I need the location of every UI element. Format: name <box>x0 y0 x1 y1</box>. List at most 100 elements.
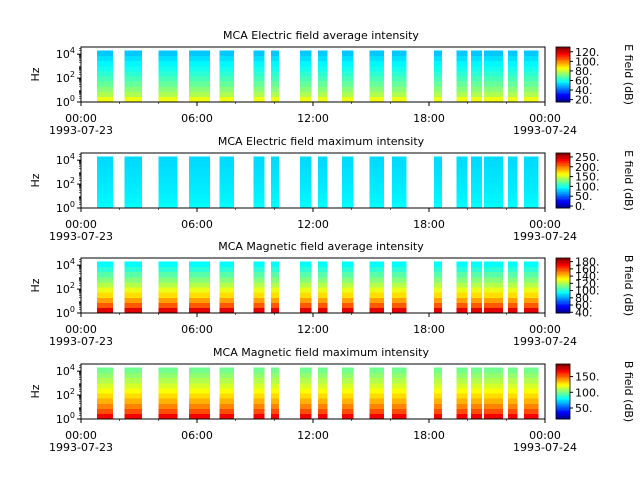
spectrogram-cell <box>188 91 210 98</box>
spectrogram-cell <box>470 377 483 384</box>
spectrogram-cell <box>433 282 442 288</box>
spectrogram-cell <box>158 266 178 273</box>
spectrogram-cell <box>391 96 407 103</box>
spectrogram-cell <box>317 182 328 188</box>
colorbar-label: E field (dB) <box>622 150 635 211</box>
spectrogram-cell <box>369 172 384 178</box>
spectrogram-cell <box>391 50 407 56</box>
colorbar-segment <box>556 307 570 310</box>
spectrogram-cell <box>470 297 483 303</box>
colorbar-segment <box>556 84 570 86</box>
spectrogram-cell <box>391 393 407 399</box>
spectrogram-cell <box>158 282 178 288</box>
spectrogram-cell <box>507 388 518 394</box>
colorbar-segment <box>556 176 570 179</box>
colorbar-segment <box>556 164 570 166</box>
spectrogram-cell <box>300 177 312 183</box>
colorbar-segment <box>556 88 570 91</box>
colorbar-segment <box>556 258 570 260</box>
spectrogram-cell <box>271 266 280 273</box>
spectrogram-cell <box>253 91 265 98</box>
colorbar-segment <box>556 278 570 281</box>
spectrogram-cell <box>342 202 354 209</box>
colorbar-segment <box>556 169 570 172</box>
spectrogram-cell <box>524 96 539 103</box>
spectrogram-cell <box>188 367 210 373</box>
spectrogram-cell <box>524 156 539 162</box>
colorbar-segment <box>556 297 570 300</box>
spectrogram-cell <box>524 261 539 267</box>
spectrogram-cell <box>124 50 143 56</box>
x-date-label-end: 1993-07-24 <box>513 335 577 348</box>
spectrogram-cell <box>271 282 280 288</box>
spectrogram-cell <box>433 197 442 204</box>
spectrogram-cell <box>342 55 354 62</box>
spectrogram-cell <box>342 413 354 420</box>
spectrogram-cell <box>158 182 178 188</box>
colorbar-segment <box>556 289 570 292</box>
spectrogram-cell <box>507 96 518 103</box>
colorbar-label: E field (dB) <box>622 44 635 105</box>
y-axis-label: Hz <box>29 278 42 292</box>
colorbar-segment <box>556 188 570 191</box>
spectrogram-cell <box>158 287 178 293</box>
spectrogram-cell <box>524 408 539 415</box>
spectrogram-cell <box>470 266 483 273</box>
spectrogram-cell <box>97 76 114 82</box>
spectrogram-cell <box>300 91 312 98</box>
spectrogram-cell <box>124 182 143 188</box>
spectrogram-cell <box>188 271 210 278</box>
spectrogram-cell <box>369 372 384 379</box>
spectrogram-cell <box>219 71 235 77</box>
spectrogram-cell <box>219 403 235 409</box>
x-tick-label: 00:00 <box>529 112 561 125</box>
spectrogram-cell <box>317 261 328 267</box>
spectrogram-cell <box>342 192 354 198</box>
spectrogram-cell <box>300 182 312 188</box>
spectrogram-cell <box>219 50 235 56</box>
spectrogram-cell <box>369 66 384 72</box>
spectrogram-cell <box>317 398 328 404</box>
spectrogram-cell <box>253 302 265 309</box>
colorbar-tick-label: 250. <box>575 151 600 164</box>
spectrogram-cell <box>456 287 468 293</box>
spectrogram-cell <box>470 161 483 168</box>
spectrogram-cell <box>253 50 265 56</box>
spectrogram-cell <box>317 413 328 420</box>
spectrogram-cell <box>124 282 143 288</box>
spectrogram-cell <box>253 192 265 198</box>
spectrogram-cell <box>524 197 539 204</box>
spectrogram-cell <box>317 76 328 82</box>
spectrogram-cell <box>391 187 407 193</box>
colorbar-segment <box>556 203 570 206</box>
x-tick-label: 12:00 <box>297 218 329 231</box>
spectrogram-cell <box>524 292 539 298</box>
spectrogram-cell <box>369 182 384 188</box>
spectrogram-cell <box>456 86 468 92</box>
spectrogram-cell <box>391 282 407 288</box>
spectrogram-cell <box>524 172 539 178</box>
spectrogram-cell <box>456 403 468 409</box>
spectrogram-cell <box>391 91 407 98</box>
spectrogram-cell <box>188 81 210 87</box>
colorbar-tick-label: 0. <box>575 200 586 213</box>
spectrogram-cell <box>317 60 328 67</box>
spectrogram-cell <box>524 287 539 293</box>
spectrogram-cell <box>271 383 280 389</box>
spectrogram-cell <box>483 261 504 267</box>
spectrogram-cell <box>317 172 328 178</box>
colorbar-segment <box>556 414 570 417</box>
spectrogram-cell <box>483 71 504 77</box>
spectrogram-cell <box>507 307 518 314</box>
colorbar-segment <box>556 409 570 412</box>
panel-title: MCA Electric field average intensity <box>223 29 419 42</box>
spectrogram-cell <box>342 261 354 267</box>
colorbar-segment <box>556 80 570 82</box>
spectrogram-cell <box>391 277 407 283</box>
spectrogram-cell <box>470 261 483 267</box>
spectrogram-cell <box>317 187 328 193</box>
spectrogram-cell <box>342 156 354 162</box>
spectrogram-cell <box>188 302 210 309</box>
spectrogram-cell <box>158 86 178 92</box>
spectrogram-cell <box>188 282 210 288</box>
